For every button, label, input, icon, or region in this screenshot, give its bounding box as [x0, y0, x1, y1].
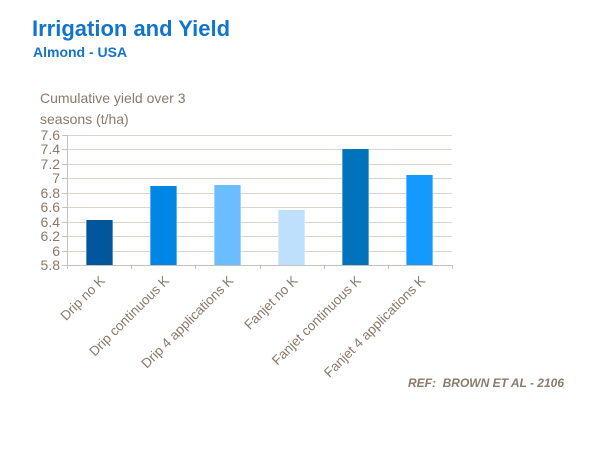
page-title: Irrigation and Yield	[32, 16, 231, 41]
y-tick-mark	[62, 251, 67, 252]
category-label: Drip no K	[57, 273, 108, 324]
y-tick-label: 6.2	[40, 228, 60, 244]
y-tick-label: 7	[52, 170, 60, 186]
y-tick-label: 6	[52, 243, 60, 259]
y-gridline	[67, 135, 452, 136]
bar	[406, 175, 433, 265]
y-gridline	[67, 251, 452, 252]
y-tick-mark	[62, 149, 67, 150]
y-gridline	[67, 236, 452, 237]
y-axis-title: Cumulative yield over 3 seasons (t/ha)	[40, 90, 186, 127]
y-gridline	[67, 149, 452, 150]
y-gridline	[67, 207, 452, 208]
y-tick-mark	[62, 135, 67, 136]
y-tick-label: 7.2	[40, 156, 60, 172]
x-tick-mark	[131, 265, 132, 269]
y-tick-mark	[62, 193, 67, 194]
y-tick-label: 6.6	[40, 199, 60, 215]
y-tick-label: 7.4	[40, 141, 60, 157]
bar	[150, 186, 177, 265]
y-axis-line	[67, 135, 68, 265]
y-tick-label: 5.8	[40, 257, 60, 273]
y-tick-mark	[62, 236, 67, 237]
x-tick-mark	[388, 265, 389, 269]
y-tick-mark	[62, 207, 67, 208]
y-tick-mark	[62, 178, 67, 179]
y-gridline	[67, 193, 452, 194]
y-tick-label: 6.4	[40, 214, 60, 230]
x-tick-mark	[67, 265, 68, 269]
x-tick-mark	[195, 265, 196, 269]
x-axis-line	[67, 265, 452, 266]
y-tick-mark	[62, 222, 67, 223]
x-tick-mark	[324, 265, 325, 269]
category-label: Fanjet no K	[240, 273, 301, 333]
bar	[214, 185, 241, 265]
x-tick-mark	[260, 265, 261, 269]
bar	[342, 149, 369, 265]
reference-note: REF: BROWN ET AL - 2106	[407, 376, 564, 390]
y-tick-mark	[62, 164, 67, 165]
page-subtitle: Almond - USA	[33, 44, 128, 60]
y-tick-label: 7.6	[40, 127, 60, 143]
bar	[278, 210, 305, 265]
y-gridline	[67, 178, 452, 179]
y-gridline	[67, 164, 452, 165]
x-tick-mark	[452, 265, 453, 269]
y-tick-mark	[62, 265, 67, 266]
bar	[86, 220, 113, 265]
y-tick-label: 6.8	[40, 185, 60, 201]
y-gridline	[67, 222, 452, 223]
